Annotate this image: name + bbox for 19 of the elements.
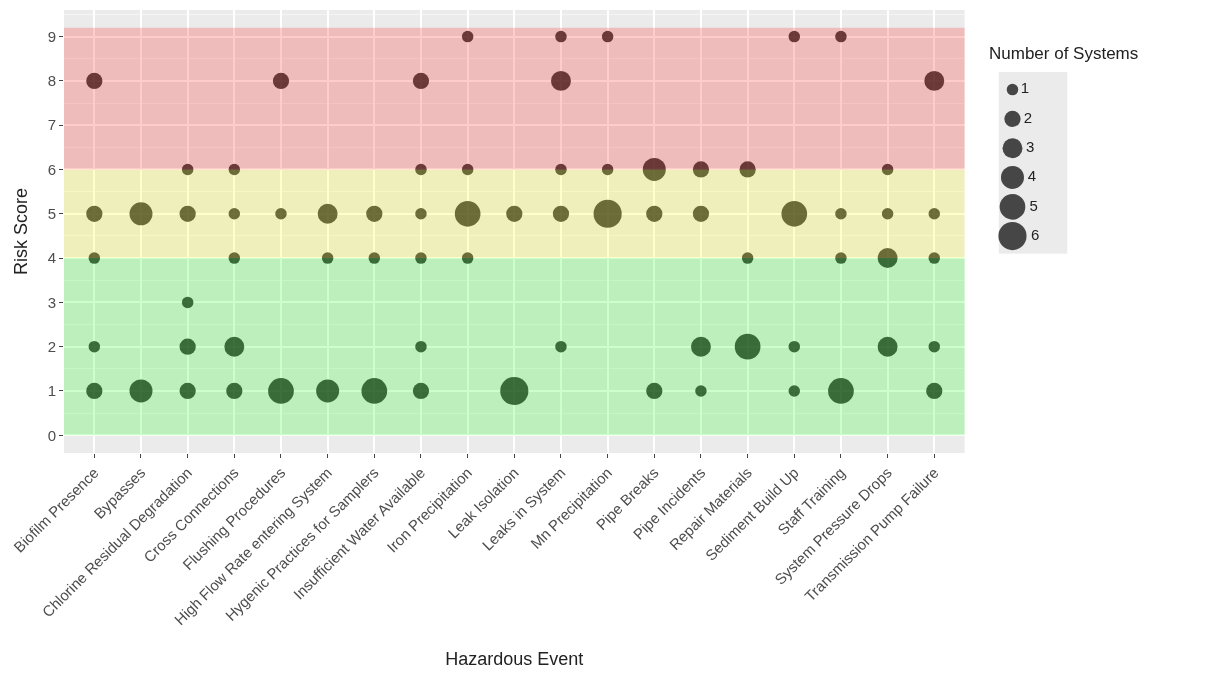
y-tick-label: 5 bbox=[47, 205, 56, 223]
legend-label: 6 bbox=[1031, 225, 1040, 243]
legend-label: 5 bbox=[1029, 196, 1038, 214]
y-tick-label: 8 bbox=[47, 72, 56, 90]
y-tick-label: 6 bbox=[47, 160, 56, 178]
legend-label: 3 bbox=[1025, 137, 1035, 155]
y-tick-label: 7 bbox=[47, 116, 56, 134]
legend-label: 1 bbox=[1020, 79, 1030, 97]
y-tick-label: 9 bbox=[47, 27, 56, 45]
y-tick-label: 4 bbox=[47, 249, 56, 267]
legend-label: 2 bbox=[1023, 108, 1032, 126]
x-axis-title: Hazardous Event bbox=[445, 649, 584, 670]
y-axis-title: Risk Score bbox=[10, 187, 31, 276]
legend-title: Number of Systems bbox=[989, 44, 1139, 63]
legend-label: 4 bbox=[1027, 167, 1037, 185]
y-tick-label: 1 bbox=[47, 382, 56, 400]
y-tick-label: 3 bbox=[47, 293, 56, 311]
y-tick-label: 0 bbox=[47, 426, 56, 444]
y-tick-label: 2 bbox=[47, 337, 56, 355]
